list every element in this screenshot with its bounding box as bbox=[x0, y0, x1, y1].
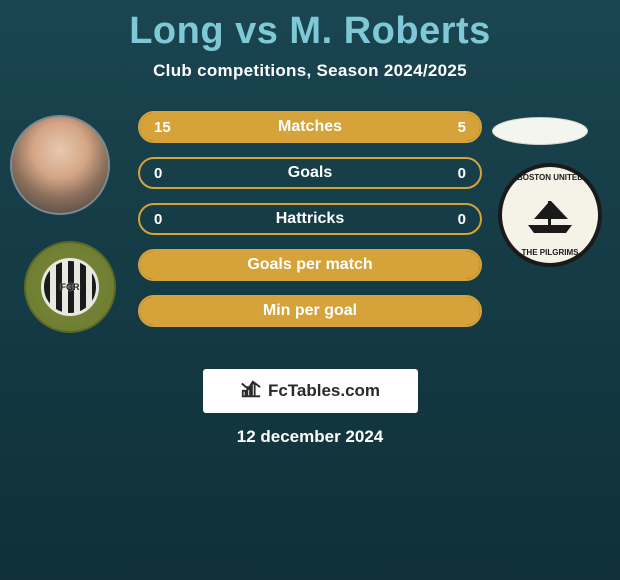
branding-badge: FcTables.com bbox=[203, 369, 418, 413]
stat-label: Min per goal bbox=[263, 302, 357, 320]
player-right-avatar bbox=[492, 117, 588, 145]
date-text: 12 december 2024 bbox=[0, 427, 620, 447]
stat-value-left: 0 bbox=[154, 165, 162, 182]
stat-fill-right bbox=[395, 113, 480, 141]
stat-fill-left bbox=[140, 113, 395, 141]
stat-row: Min per goal bbox=[138, 295, 482, 327]
stat-label: Goals per match bbox=[247, 256, 372, 274]
ship-icon bbox=[524, 195, 576, 235]
stat-row: Goals per match bbox=[138, 249, 482, 281]
comparison-area: FGR BOSTON UNITED THE PILGRIMS 15 Matches… bbox=[0, 111, 620, 361]
club-right-badge-bottom-text: THE PILGRIMS bbox=[502, 248, 598, 257]
stat-label: Goals bbox=[288, 164, 332, 182]
club-right-badge-top-text: BOSTON UNITED bbox=[502, 173, 598, 182]
stat-row: 0 Hattricks 0 bbox=[138, 203, 482, 235]
subtitle: Club competitions, Season 2024/2025 bbox=[0, 61, 620, 81]
stat-rows: 15 Matches 5 0 Goals 0 0 Hattricks 0 Goals per ma… bbox=[138, 111, 482, 341]
chart-icon bbox=[240, 378, 262, 405]
stat-value-right: 0 bbox=[458, 165, 466, 182]
stat-row: 0 Goals 0 bbox=[138, 157, 482, 189]
stat-label: Hattricks bbox=[276, 210, 344, 228]
club-left-badge: FGR bbox=[24, 241, 116, 333]
club-left-badge-text: FGR bbox=[44, 261, 96, 313]
page-title: Long vs M. Roberts bbox=[0, 0, 620, 53]
club-left-badge-inner: FGR bbox=[41, 258, 99, 316]
player-left-avatar bbox=[10, 115, 110, 215]
stat-value-left: 0 bbox=[154, 211, 162, 228]
club-right-badge: BOSTON UNITED THE PILGRIMS bbox=[498, 163, 602, 267]
stat-value-right: 0 bbox=[458, 211, 466, 228]
stat-row: 15 Matches 5 bbox=[138, 111, 482, 143]
stat-value-right: 5 bbox=[458, 119, 466, 136]
branding-text: FcTables.com bbox=[268, 381, 380, 401]
stat-value-left: 15 bbox=[154, 119, 171, 136]
stat-label: Matches bbox=[278, 118, 342, 136]
